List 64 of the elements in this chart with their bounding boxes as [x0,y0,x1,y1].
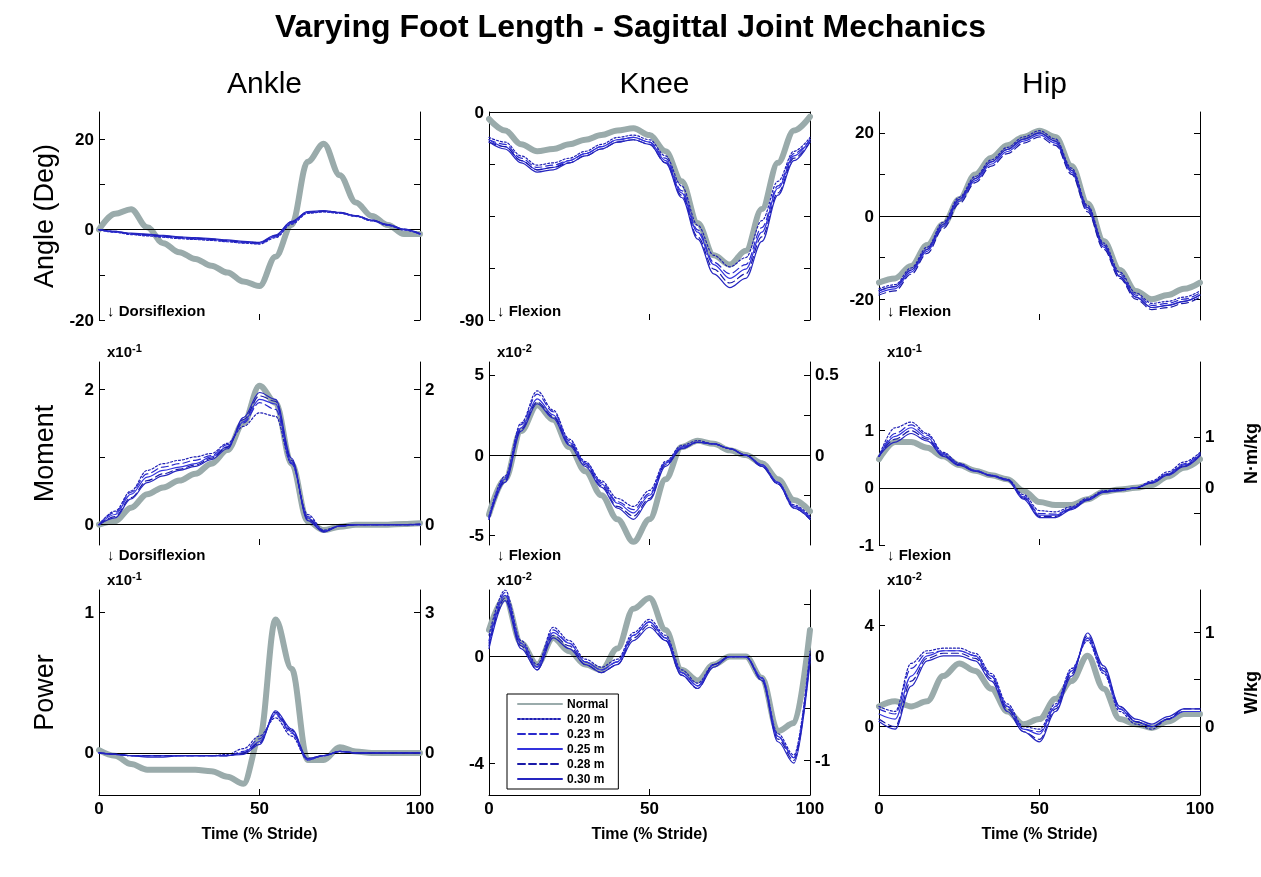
y2-axis-title: N·m/kg [1241,422,1261,485]
x-axis-title: Time (% Stride) [591,824,708,842]
y-tick-label: 0 [84,743,94,763]
y-tick-label: 0 [864,206,874,226]
y-tick-label: 0 [474,647,484,667]
y-tick-label: 2 [84,379,94,399]
y-tick-label: -5 [468,525,484,545]
legend-label: 0.25 m [567,742,605,756]
y2-tick-label: -1 [815,751,831,771]
y-tick-label: 0 [864,478,874,498]
y2-tick-label: 0 [425,743,435,763]
x-tick-label: 100 [405,799,435,818]
x-tick-label: 50 [1030,799,1049,818]
y-tick-label: 1 [84,602,94,622]
y-axis-title: Angle (Deg) [28,143,59,289]
y2-tick-label: 0 [1205,478,1215,498]
y-tick-label: 0 [474,445,484,465]
legend-label: Normal [567,697,609,711]
legend-label: 0.30 m [567,772,605,786]
y2-axis-title: W/kg [1241,671,1261,714]
y-tick-label: -90 [459,310,484,330]
legend-label: 0.20 m [567,712,605,726]
y-axis-title: Power [28,654,59,731]
chart-title: Ankle [226,65,303,99]
y-tick-label: -4 [468,753,485,773]
y-tick-label: 1 [864,421,874,441]
y-axis-title: Moment [28,404,59,503]
x-tick-label: 100 [795,799,825,818]
chart-title: Hip [1021,65,1068,99]
y2-tick-label: 1 [1205,427,1215,447]
y-tick-label: 0 [474,102,484,122]
chart-title: Knee [619,65,690,99]
y-tick-label: 4 [864,615,875,635]
y-tick-label: 0 [84,220,94,240]
text: Varying Foot Length - Sagittal Joint Mechanics [273,8,988,45]
y-tick-label: 5 [474,365,484,385]
y2-tick-label: 0.5 [815,365,839,385]
y-tick-label: -20 [69,310,94,330]
y2-tick-label: 0 [1205,716,1215,736]
y-tick-label: 0 [864,717,874,737]
annotation: ↓ Dorsiflexion [107,301,206,319]
y2-tick-label: 0 [815,647,825,667]
text: ↓ Dorsiflexion [107,545,206,563]
x-tick-label: 100 [1185,799,1215,818]
x-axis-title: Time (% Stride) [981,824,1098,842]
x-axis-title: Time (% Stride) [201,824,318,842]
annotation: ↓ Flexion [497,301,562,319]
annotation: ↓ Flexion [887,545,952,563]
y2-tick-label: 1 [1205,622,1215,642]
text: ↓ Flexion [497,545,562,563]
y2-tick-label: 2 [425,379,435,399]
y2-tick-label: 0 [425,515,435,535]
annotation: ↓ Flexion [887,301,952,319]
x-tick-label: 50 [640,799,659,818]
y-tick-label: -20 [849,289,874,309]
y-tick-label: 20 [75,129,94,149]
y-tick-label: -1 [858,535,874,555]
y2-tick-label: 0 [815,445,825,465]
x-tick-label: 50 [250,799,269,818]
y-tick-label: 0 [84,515,94,535]
y2-tick-label: 3 [425,602,435,622]
legend-label: 0.23 m [567,727,605,741]
legend-label: 0.28 m [567,757,605,771]
y-tick-label: 20 [855,123,874,143]
